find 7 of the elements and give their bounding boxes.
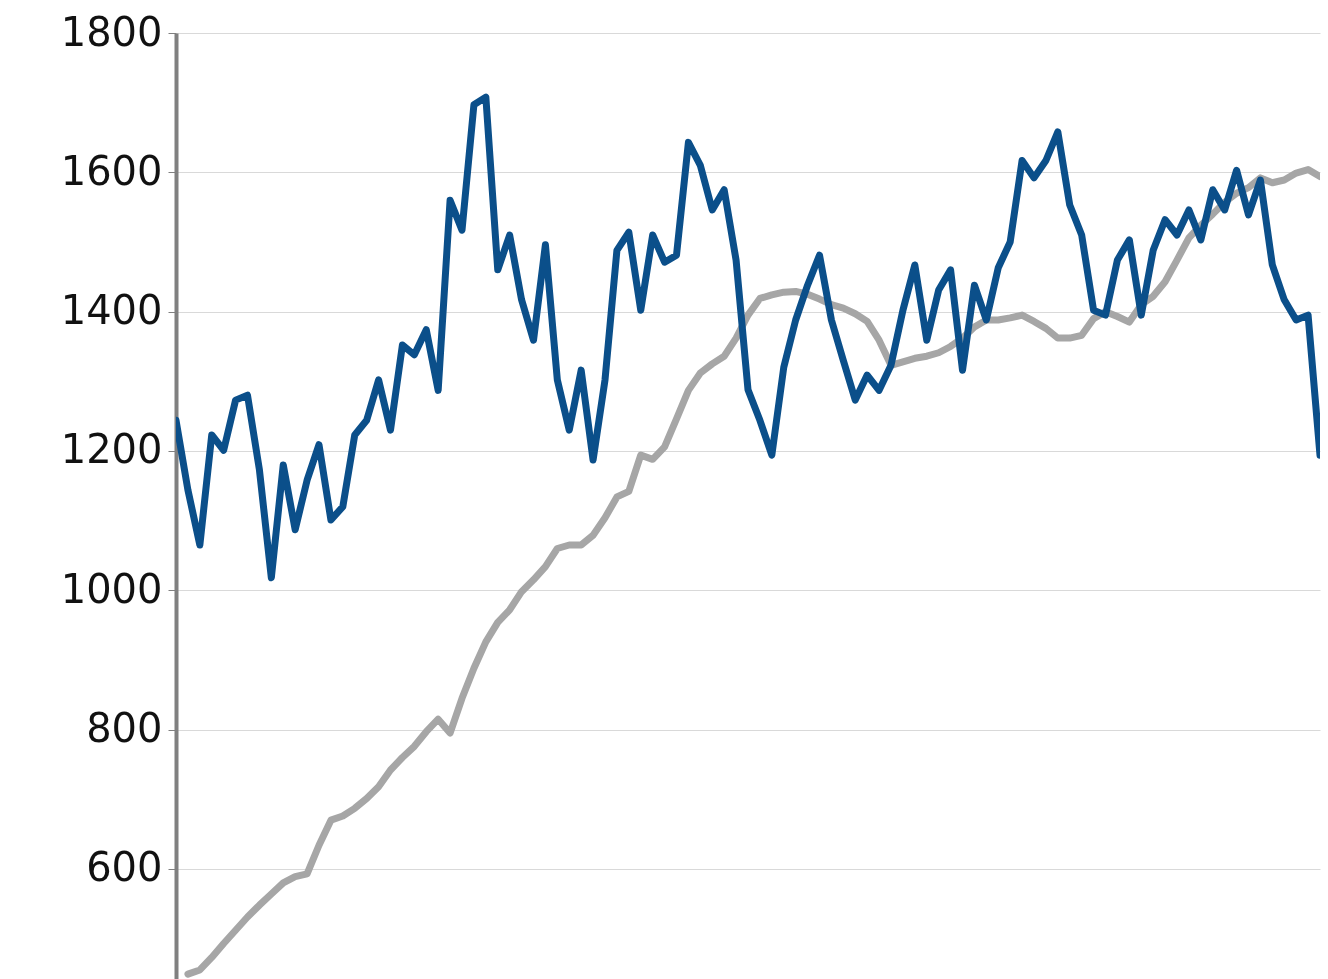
y-tick-label: 1000 bbox=[60, 565, 163, 612]
y-tick-label: 1400 bbox=[60, 287, 163, 334]
y-tick-label: 1600 bbox=[60, 147, 163, 194]
y-tick-label: 1800 bbox=[60, 8, 163, 55]
y-tick-label: 1200 bbox=[60, 426, 163, 473]
y-tick-label: 600 bbox=[86, 844, 163, 891]
y-tick-label: 800 bbox=[86, 705, 163, 752]
